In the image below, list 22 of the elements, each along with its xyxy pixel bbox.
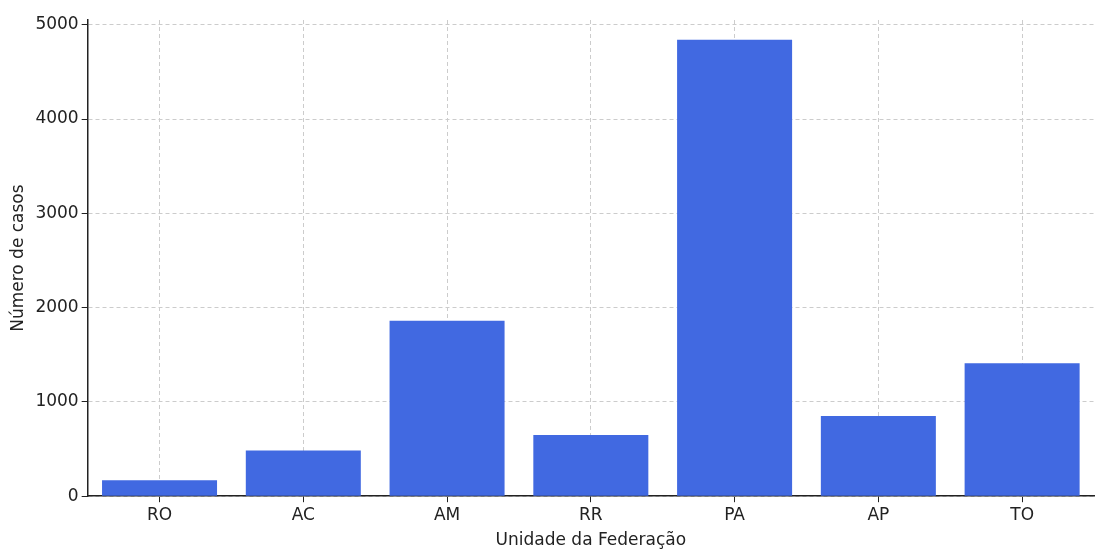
x-tick-label: RO xyxy=(146,503,173,524)
bar xyxy=(533,434,649,496)
bar xyxy=(245,450,361,496)
x-tick-label: TO xyxy=(1009,503,1034,524)
x-axis-title: Unidade da Federação xyxy=(495,529,687,550)
y-tick-label: 0 xyxy=(67,484,79,505)
bar xyxy=(102,480,218,496)
y-tick-label: 5000 xyxy=(35,13,79,34)
y-axis-title: Número de casos xyxy=(6,184,27,332)
y-tick-label: 1000 xyxy=(35,390,79,411)
bar xyxy=(964,363,1080,496)
y-tick-label: 4000 xyxy=(35,107,79,128)
x-tick-label: AP xyxy=(867,503,890,524)
x-tick-label: AC xyxy=(291,503,315,524)
y-tick-label: 2000 xyxy=(35,296,79,317)
bar xyxy=(677,39,793,496)
x-tick-label: RR xyxy=(579,503,603,524)
y-tick-label: 3000 xyxy=(35,201,79,222)
bar xyxy=(389,320,505,496)
bar xyxy=(820,416,936,496)
x-tick-label: PA xyxy=(724,503,746,524)
x-tick-label: AM xyxy=(433,503,461,524)
